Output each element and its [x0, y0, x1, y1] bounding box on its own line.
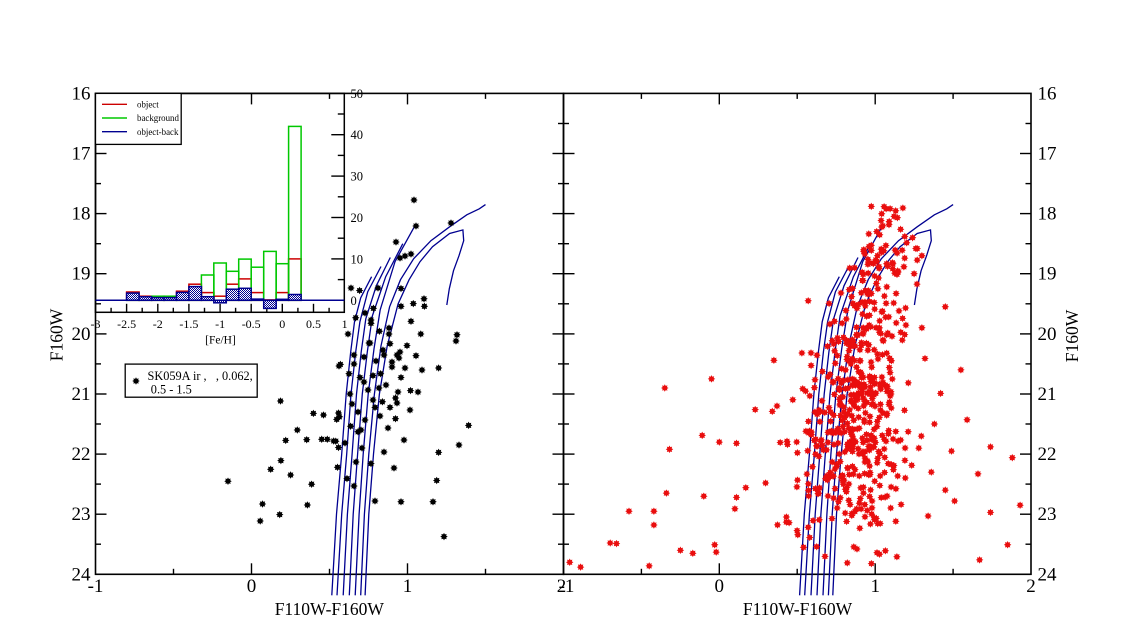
svg-text:2: 2 [557, 576, 567, 597]
svg-text:21: 21 [72, 384, 91, 405]
svg-text:0.5: 0.5 [306, 317, 321, 331]
svg-text:24: 24 [1038, 564, 1058, 585]
svg-text:SK059A ir , , 0.062,: SK059A ir , , 0.062, [148, 369, 253, 383]
svg-text:-2: -2 [153, 317, 163, 331]
svg-text:object: object [137, 100, 159, 110]
svg-text:F160W: F160W [47, 308, 67, 361]
svg-text:24: 24 [72, 564, 92, 585]
svg-text:0: 0 [715, 576, 725, 597]
svg-text:22: 22 [72, 444, 91, 465]
svg-text:20: 20 [351, 211, 364, 225]
svg-text:20: 20 [1038, 324, 1057, 345]
svg-text:-2.5: -2.5 [117, 317, 136, 331]
svg-text:F110W-F160W: F110W-F160W [743, 599, 853, 619]
svg-text:23: 23 [72, 504, 91, 525]
svg-text:17: 17 [72, 144, 91, 165]
svg-text:19: 19 [1038, 264, 1057, 285]
svg-text:-1: -1 [215, 317, 225, 331]
svg-text:2: 2 [1026, 576, 1036, 597]
svg-text:F110W-F160W: F110W-F160W [275, 599, 385, 619]
svg-text:16: 16 [1038, 83, 1057, 104]
svg-text:background: background [137, 113, 179, 123]
svg-text:0: 0 [279, 317, 285, 331]
svg-text:20: 20 [72, 324, 91, 345]
svg-text:21: 21 [1038, 384, 1057, 405]
svg-text:50: 50 [351, 87, 364, 101]
svg-text:18: 18 [72, 204, 91, 225]
svg-text:object-back: object-back [137, 127, 179, 137]
svg-text:-1: -1 [88, 576, 104, 597]
svg-text:1: 1 [403, 576, 413, 597]
svg-text:-1: -1 [559, 576, 575, 597]
svg-text:23: 23 [1038, 504, 1057, 525]
svg-text:-3: -3 [91, 317, 101, 331]
svg-text:0.5 - 1.5: 0.5 - 1.5 [151, 382, 192, 396]
svg-text:1: 1 [870, 576, 880, 597]
svg-text:1: 1 [342, 317, 348, 331]
svg-text:10: 10 [351, 252, 364, 266]
svg-text:0: 0 [351, 294, 357, 308]
svg-text:0: 0 [247, 576, 257, 597]
svg-text:19: 19 [72, 264, 91, 285]
svg-text:30: 30 [351, 170, 364, 184]
svg-text:F160W: F160W [1062, 309, 1082, 362]
svg-text:-1.5: -1.5 [179, 317, 198, 331]
svg-text:40: 40 [351, 128, 364, 142]
svg-text:[Fe/H]: [Fe/H] [205, 335, 236, 347]
svg-text:17: 17 [1038, 144, 1057, 165]
svg-text:16: 16 [72, 83, 91, 104]
svg-text:-0.5: -0.5 [242, 317, 261, 331]
svg-text:18: 18 [1038, 204, 1057, 225]
svg-text:22: 22 [1038, 444, 1057, 465]
